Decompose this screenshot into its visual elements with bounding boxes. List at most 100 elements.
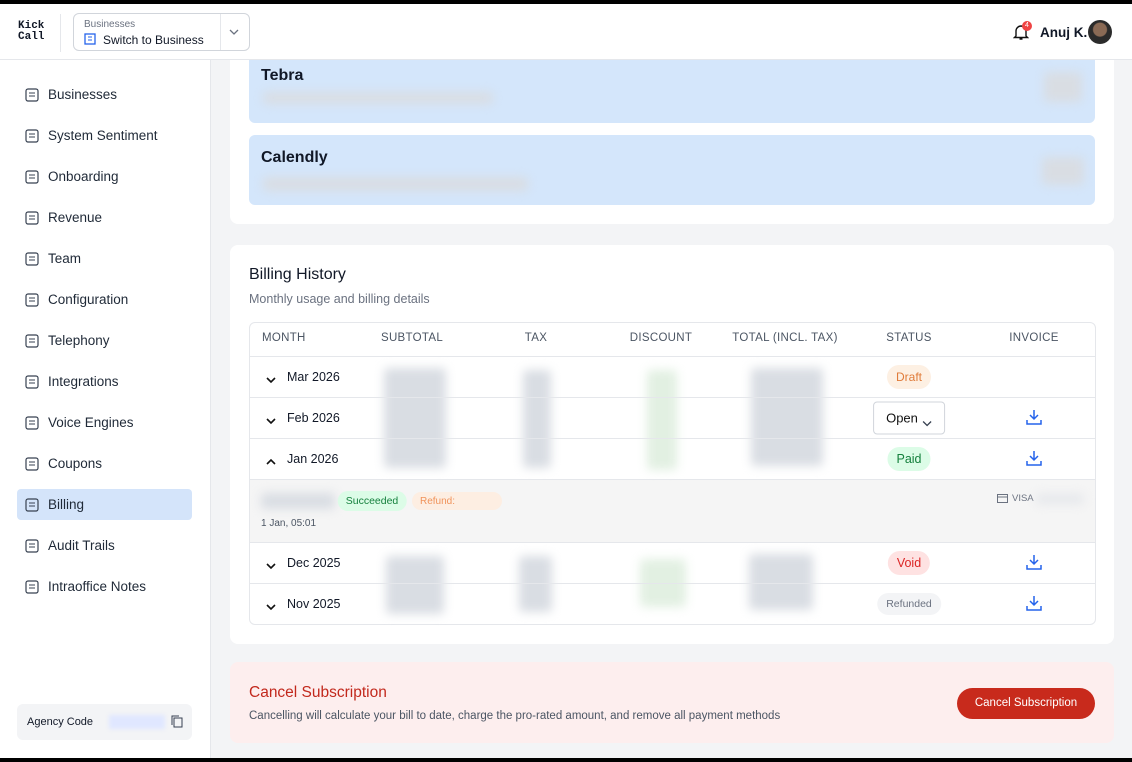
nav-label: System Sentiment xyxy=(48,128,158,143)
column-header: MONTH xyxy=(262,332,306,344)
chevron xyxy=(229,29,239,35)
divider xyxy=(220,14,221,50)
logo: Kick Call xyxy=(18,21,44,43)
business-switcher[interactable]: Businesses Switch to Business xyxy=(73,13,250,51)
status: Draft xyxy=(886,365,932,389)
month: Feb 2026 xyxy=(287,411,340,425)
nav-item[interactable]: Businesses xyxy=(17,79,192,110)
download xyxy=(1026,410,1042,425)
card-brand: VISA xyxy=(1012,493,1034,504)
download-icon[interactable] xyxy=(1026,450,1042,471)
nav-item[interactable]: Telephony xyxy=(17,325,192,356)
download xyxy=(1026,451,1042,466)
refund-pill: Refund: xyxy=(412,492,502,510)
row-divider xyxy=(250,479,1095,480)
blurred-logo xyxy=(1042,157,1084,185)
nav-item[interactable]: Onboarding xyxy=(17,161,192,192)
nav-item[interactable]: Revenue xyxy=(17,202,192,233)
nav-item[interactable]: Integrations xyxy=(17,366,192,397)
payment-status: Succeeded xyxy=(337,491,407,511)
nav-label: Businesses xyxy=(48,87,118,102)
row-divider xyxy=(250,397,1095,398)
blurred-code xyxy=(109,715,165,729)
avatar[interactable] xyxy=(1088,20,1112,44)
nav-label: Audit Trails xyxy=(48,538,115,553)
expand-chevron[interactable] xyxy=(265,372,277,390)
download-icon[interactable] xyxy=(1026,409,1042,430)
download xyxy=(1026,555,1042,570)
status: Refunded xyxy=(877,593,941,615)
blurred-text xyxy=(263,177,528,191)
notification-badge: 4 xyxy=(1022,21,1032,31)
column-header: TOTAL (INCL. TAX) xyxy=(732,332,838,344)
nav-icon xyxy=(25,128,39,143)
switcher-value: Switch to Business xyxy=(103,33,204,47)
billing-table xyxy=(249,322,1096,625)
nav-item[interactable]: Coupons xyxy=(17,448,192,479)
nav-label: Coupons xyxy=(48,456,103,471)
nav-item[interactable]: Team xyxy=(17,243,192,274)
download-icon[interactable] xyxy=(1026,595,1042,616)
blurred-cell xyxy=(749,554,813,610)
expand-chevron[interactable] xyxy=(265,599,277,617)
nav-icon xyxy=(25,87,39,102)
nav-item[interactable]: Intraoffice Notes xyxy=(17,571,192,602)
nav-label: Team xyxy=(48,251,82,266)
top-bar xyxy=(0,0,1132,4)
integration-name: Tebra xyxy=(261,67,304,84)
nav-icon xyxy=(25,579,39,594)
integration-name: Calendly xyxy=(261,149,328,166)
nav-item[interactable]: Audit Trails xyxy=(17,530,192,561)
copy-icon[interactable] xyxy=(171,715,183,728)
nav-item[interactable]: System Sentiment xyxy=(17,120,192,151)
chevron xyxy=(266,458,276,465)
nav-icon xyxy=(25,333,39,348)
row-divider xyxy=(250,583,1095,584)
nav-icon xyxy=(25,456,39,471)
nav-label: Integrations xyxy=(48,374,119,389)
column-header: TAX xyxy=(524,332,548,344)
cancel-card: Cancel Subscription Cancelling will calc… xyxy=(230,662,1114,743)
row-divider xyxy=(250,438,1095,439)
user-name[interactable]: Anuj K. xyxy=(1040,25,1088,40)
blurred-card xyxy=(1036,494,1084,504)
nav-icon xyxy=(25,292,39,307)
chevron xyxy=(266,377,276,384)
month: Nov 2025 xyxy=(287,597,341,611)
nav-item[interactable]: Voice Engines xyxy=(17,407,192,438)
divider xyxy=(60,14,61,52)
expand-chevron[interactable] xyxy=(265,454,277,472)
month: Dec 2025 xyxy=(287,556,341,570)
download xyxy=(1026,596,1042,611)
expand-chevron[interactable] xyxy=(265,413,277,431)
section-title: Billing History xyxy=(249,266,346,283)
payment-date: 1 Jan, 05:01 xyxy=(261,518,317,529)
nav-label: Intraoffice Notes xyxy=(48,579,147,594)
chevron xyxy=(266,604,276,611)
agency-code: Agency Code xyxy=(17,704,192,740)
download-icon[interactable] xyxy=(1026,554,1042,575)
header: Kick Call Businesses Switch to Business 4… xyxy=(0,4,1132,60)
status: Void xyxy=(887,551,931,575)
nav-item[interactable]: Billing xyxy=(17,489,192,520)
column-header: SUBTOTAL xyxy=(380,332,444,344)
cancel-button[interactable]: Cancel Subscription xyxy=(957,688,1095,719)
integration-item: Calendly xyxy=(249,135,1095,205)
nav-icon xyxy=(25,538,39,553)
chevron xyxy=(266,418,276,425)
nav-label: Configuration xyxy=(48,292,129,307)
column-header: STATUS xyxy=(886,332,932,344)
nav-item[interactable]: Configuration xyxy=(17,284,192,315)
nav-icon xyxy=(25,415,39,430)
expand-chevron[interactable] xyxy=(265,558,277,576)
nav-label: Voice Engines xyxy=(48,415,134,430)
status[interactable]: Open xyxy=(873,401,945,435)
row-divider xyxy=(250,542,1095,543)
chevron-icon xyxy=(922,421,932,427)
section-subtitle: Monthly usage and billing details xyxy=(249,292,430,306)
nav-label: Revenue xyxy=(48,210,103,225)
blurred-cell xyxy=(519,556,552,612)
blurred-cell xyxy=(386,556,444,614)
nav-icon xyxy=(25,251,39,266)
